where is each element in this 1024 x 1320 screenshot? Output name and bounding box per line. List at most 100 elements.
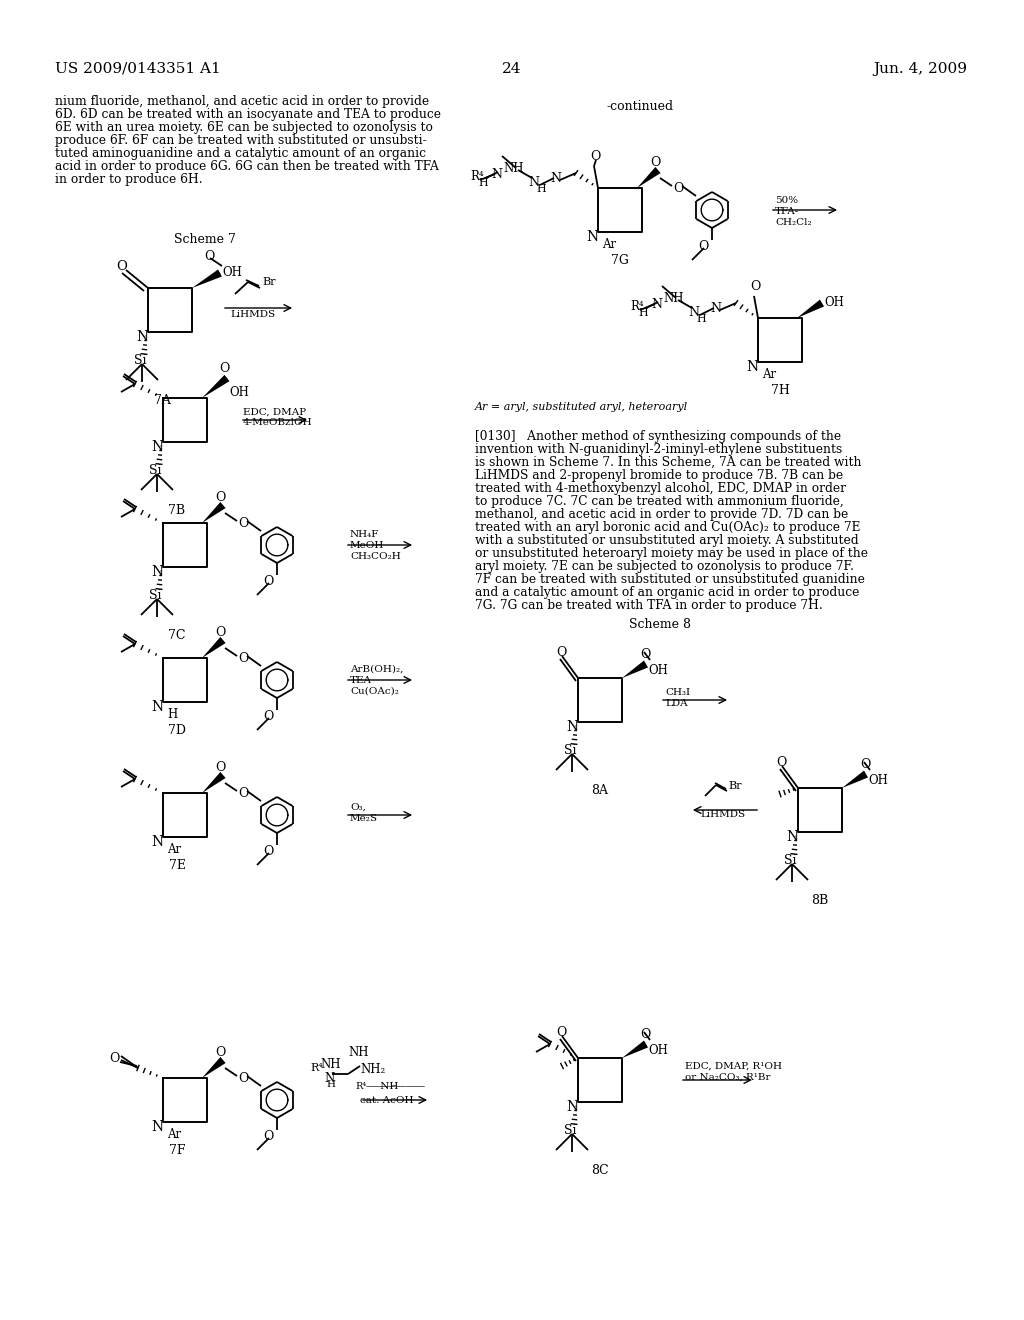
Text: is shown in Scheme 7. In this Scheme, 7A can be treated with: is shown in Scheme 7. In this Scheme, 7A… (475, 455, 861, 469)
Text: Si: Si (150, 589, 162, 602)
Text: [0130]   Another method of synthesizing compounds of the: [0130] Another method of synthesizing co… (475, 430, 841, 444)
Text: N: N (710, 302, 721, 315)
Text: TEA: TEA (350, 676, 372, 685)
Text: H: H (536, 183, 546, 194)
Text: or unsubstituted heteroaryl moiety may be used in place of the: or unsubstituted heteroaryl moiety may b… (475, 546, 868, 560)
Text: MeOH: MeOH (350, 541, 384, 550)
Text: O: O (215, 762, 225, 774)
Text: N: N (746, 360, 758, 374)
Text: 24: 24 (502, 62, 522, 77)
Text: Ar: Ar (602, 238, 616, 251)
Text: O: O (263, 576, 273, 587)
Text: NH: NH (364, 1082, 398, 1092)
Text: methanol, and acetic acid in order to provide 7D. 7D can be: methanol, and acetic acid in order to pr… (475, 508, 848, 521)
Text: O: O (215, 1045, 225, 1059)
Text: N: N (550, 172, 561, 185)
Text: 7D: 7D (168, 723, 186, 737)
Text: ArB(OH)₂,: ArB(OH)₂, (350, 665, 403, 675)
Text: N: N (136, 330, 148, 345)
Text: O: O (215, 626, 225, 639)
Text: H: H (696, 314, 706, 323)
Text: CH₂Cl₂: CH₂Cl₂ (775, 218, 812, 227)
Text: O: O (673, 182, 683, 195)
Text: O₃,: O₃, (350, 803, 366, 812)
Text: OH: OH (648, 1044, 668, 1057)
Polygon shape (202, 502, 225, 523)
Text: O: O (238, 1072, 249, 1085)
Text: N: N (151, 565, 163, 579)
Text: 7G: 7G (611, 253, 629, 267)
Text: EDC, DMAP, R¹OH: EDC, DMAP, R¹OH (685, 1063, 782, 1071)
Text: and a catalytic amount of an organic acid in order to produce: and a catalytic amount of an organic aci… (475, 586, 859, 599)
Text: NH: NH (663, 292, 683, 305)
Text: O: O (556, 645, 566, 659)
Text: NH: NH (319, 1059, 341, 1071)
Text: Ar = aryl, substituted aryl, heteroaryl: Ar = aryl, substituted aryl, heteroaryl (475, 403, 688, 412)
Text: Si: Si (784, 854, 797, 867)
Text: R⁴: R⁴ (630, 300, 644, 313)
Text: Ar: Ar (167, 843, 181, 855)
Text: N: N (490, 168, 502, 181)
Polygon shape (842, 771, 868, 788)
Text: N: N (566, 1100, 579, 1114)
Text: CH₃I: CH₃I (665, 688, 690, 697)
Text: 7F can be treated with substituted or unsubstituted guanidine: 7F can be treated with substituted or un… (475, 573, 865, 586)
Text: CH₃CO₂H: CH₃CO₂H (350, 552, 400, 561)
Text: 4-MeOBzlOH: 4-MeOBzlOH (243, 418, 312, 426)
Text: US 2009/0143351 A1: US 2009/0143351 A1 (55, 62, 221, 77)
Text: -continued: -continued (606, 100, 674, 114)
Text: LiHMDS and 2-propenyl bromide to produce 7B. 7B can be: LiHMDS and 2-propenyl bromide to produce… (475, 469, 843, 482)
Text: O: O (238, 517, 249, 531)
Text: 8C: 8C (591, 1164, 609, 1177)
Text: O: O (263, 845, 273, 858)
Text: OH: OH (229, 385, 249, 399)
Text: Br: Br (262, 277, 275, 286)
Text: 7F: 7F (169, 1144, 185, 1158)
Text: N: N (528, 176, 539, 189)
Text: treated with an aryl boronic acid and Cu(OAc)₂ to produce 7E: treated with an aryl boronic acid and Cu… (475, 521, 860, 535)
Polygon shape (193, 269, 222, 288)
Text: NH: NH (348, 1045, 369, 1059)
Text: O: O (776, 756, 786, 770)
Text: LiHMDS: LiHMDS (700, 810, 745, 818)
Text: N: N (786, 830, 798, 843)
Text: Me₂S: Me₂S (350, 814, 378, 822)
Text: O: O (750, 280, 761, 293)
Text: Scheme 7: Scheme 7 (174, 234, 236, 246)
Text: N: N (151, 836, 163, 849)
Text: Br: Br (728, 781, 741, 791)
Text: OH: OH (648, 664, 668, 677)
Text: N: N (151, 440, 163, 454)
Text: H: H (326, 1080, 335, 1089)
Text: O: O (650, 156, 660, 169)
Polygon shape (797, 300, 824, 318)
Text: OH: OH (824, 296, 844, 309)
Text: OH: OH (222, 267, 242, 279)
Text: with a substituted or unsubstituted aryl moiety. A substituted: with a substituted or unsubstituted aryl… (475, 535, 859, 546)
Text: acid in order to produce 6G. 6G can then be treated with TFA: acid in order to produce 6G. 6G can then… (55, 160, 439, 173)
Text: O: O (590, 150, 600, 162)
Polygon shape (622, 660, 648, 678)
Text: NH: NH (503, 162, 523, 176)
Text: TFA-: TFA- (775, 207, 800, 216)
Text: O: O (238, 652, 249, 665)
Text: Scheme 8: Scheme 8 (629, 618, 691, 631)
Text: N: N (324, 1072, 334, 1085)
Text: 7E: 7E (169, 859, 185, 873)
Text: N: N (151, 700, 163, 714)
Text: 7G. 7G can be treated with TFA in order to produce 7H.: 7G. 7G can be treated with TFA in order … (475, 599, 822, 612)
Text: Cu(OAc)₂: Cu(OAc)₂ (350, 686, 399, 696)
Text: O: O (263, 1130, 273, 1143)
Text: N: N (586, 230, 598, 244)
Text: O: O (640, 648, 650, 661)
Text: O: O (219, 362, 229, 375)
Polygon shape (622, 1040, 648, 1059)
Text: 7B: 7B (168, 504, 185, 517)
Text: Ar: Ar (167, 1129, 181, 1140)
Text: H: H (478, 178, 487, 187)
Text: aryl moiety. 7E can be subjected to ozonolysis to produce 7F.: aryl moiety. 7E can be subjected to ozon… (475, 560, 854, 573)
Text: 50%: 50% (775, 195, 798, 205)
Polygon shape (202, 1057, 225, 1078)
Text: O: O (640, 1028, 650, 1041)
Text: NH₄F: NH₄F (350, 531, 379, 539)
